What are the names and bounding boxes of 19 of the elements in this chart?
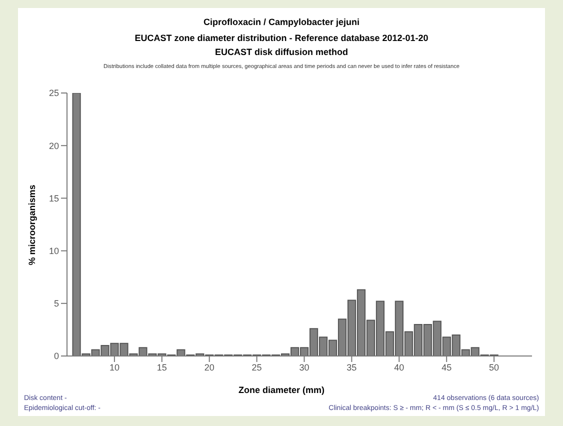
x-axis-title: Zone diameter (mm) bbox=[237, 385, 326, 395]
x-tick-label: 45 bbox=[442, 362, 452, 372]
y-axis-title: % microorganisms bbox=[27, 184, 37, 266]
x-tick-label: 40 bbox=[394, 362, 404, 372]
chart-subtitle: EUCAST disk diffusion method bbox=[214, 47, 349, 57]
y-tick-label: 25 bbox=[48, 88, 59, 98]
x-tick-label: 50 bbox=[489, 362, 500, 372]
chart-title: Ciprofloxacin / Campylobacter jejuni EUCAST zone diameter distribution - Reference database 2012-01-20 bbox=[134, 16, 430, 45]
y-tick-label: 15 bbox=[48, 193, 59, 204]
x-tick-label: 25 bbox=[252, 362, 262, 372]
x-tick-label: 35 bbox=[346, 362, 357, 372]
x-tick-label: 20 bbox=[204, 362, 214, 372]
y-tick-label: 5 bbox=[54, 298, 59, 309]
x-tick-label: 30 bbox=[299, 362, 310, 372]
x-tick-label: 10 bbox=[109, 362, 120, 372]
y-tick-label: 0 bbox=[54, 351, 59, 362]
y-tick-label: 20 bbox=[48, 140, 59, 151]
y-tick-label: 10 bbox=[48, 246, 59, 256]
x-tick-label: 15 bbox=[156, 362, 167, 372]
